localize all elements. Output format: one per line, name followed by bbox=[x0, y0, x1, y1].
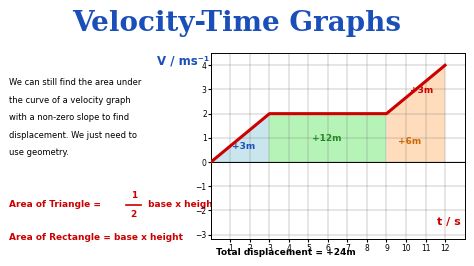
Polygon shape bbox=[211, 114, 269, 162]
Text: Total displacement = +24m: Total displacement = +24m bbox=[216, 248, 356, 257]
Text: Area of Triangle =: Area of Triangle = bbox=[9, 200, 104, 209]
Text: Area of Rectangle = base x height: Area of Rectangle = base x height bbox=[9, 233, 183, 242]
Text: 2: 2 bbox=[130, 210, 137, 219]
Text: +6m: +6m bbox=[398, 137, 421, 146]
Text: 1: 1 bbox=[130, 191, 137, 200]
Text: the curve of a velocity graph: the curve of a velocity graph bbox=[9, 96, 131, 105]
Text: V / ms⁻¹: V / ms⁻¹ bbox=[156, 55, 209, 67]
Text: with a non-zero slope to find: with a non-zero slope to find bbox=[9, 113, 129, 122]
Text: base x height: base x height bbox=[145, 200, 217, 209]
Text: use geometry.: use geometry. bbox=[9, 148, 69, 157]
Text: +12m: +12m bbox=[312, 135, 342, 143]
Text: +3m: +3m bbox=[410, 86, 433, 95]
Text: +3m: +3m bbox=[232, 142, 255, 151]
Text: displacement. We just need to: displacement. We just need to bbox=[9, 131, 137, 140]
Polygon shape bbox=[269, 114, 386, 162]
Text: t / s: t / s bbox=[437, 217, 461, 227]
Polygon shape bbox=[386, 65, 445, 162]
Text: Velocity-Time Graphs: Velocity-Time Graphs bbox=[73, 10, 401, 38]
Text: We can still find the area under: We can still find the area under bbox=[9, 78, 141, 88]
